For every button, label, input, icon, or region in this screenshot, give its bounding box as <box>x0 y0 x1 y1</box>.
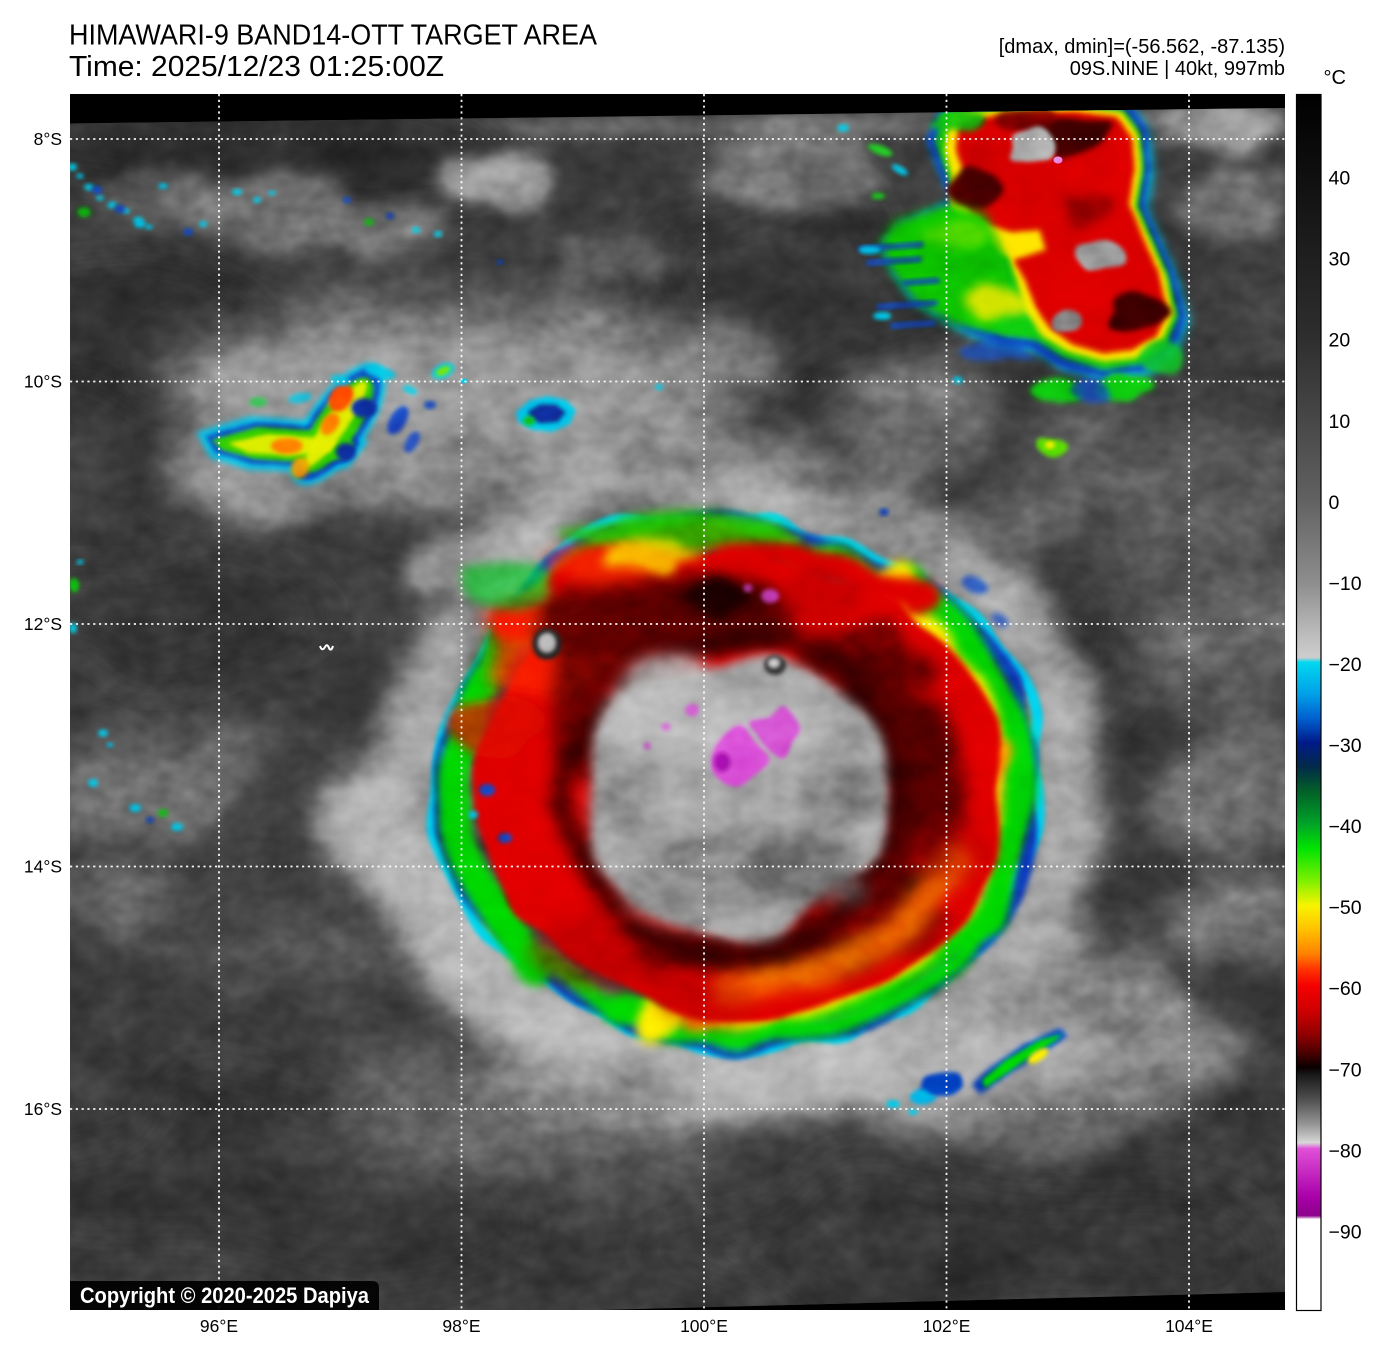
svg-text:96°E: 96°E <box>200 1316 238 1336</box>
svg-text:−20: −20 <box>1329 654 1362 676</box>
svg-text:−70: −70 <box>1329 1059 1362 1081</box>
svg-text:[dmax, dmin]=(-56.562, -87.135: [dmax, dmin]=(-56.562, -87.135) <box>999 36 1285 58</box>
svg-text:100°E: 100°E <box>680 1316 728 1336</box>
svg-text:8°S: 8°S <box>34 129 62 149</box>
svg-text:104°E: 104°E <box>1165 1316 1213 1336</box>
svg-text:10°S: 10°S <box>24 372 62 392</box>
svg-text:Copyright © 2020-2025 Dapiya: Copyright © 2020-2025 Dapiya <box>80 1283 369 1308</box>
svg-text:10: 10 <box>1329 411 1351 433</box>
svg-text:−80: −80 <box>1329 1140 1362 1162</box>
svg-text:HIMAWARI-9 BAND14-OTT TARGET A: HIMAWARI-9 BAND14-OTT TARGET AREA <box>69 20 598 52</box>
svg-text:09S.NINE | 40kt, 997mb: 09S.NINE | 40kt, 997mb <box>1070 58 1285 80</box>
svg-text:0: 0 <box>1329 492 1340 514</box>
svg-text:−30: −30 <box>1329 735 1362 757</box>
svg-text:−90: −90 <box>1329 1221 1362 1243</box>
svg-text:−60: −60 <box>1329 978 1362 1000</box>
svg-text:12°S: 12°S <box>24 614 62 634</box>
svg-text:−40: −40 <box>1329 816 1362 838</box>
svg-text:16°S: 16°S <box>24 1099 62 1119</box>
svg-text:30: 30 <box>1329 249 1351 271</box>
svg-text:98°E: 98°E <box>442 1316 480 1336</box>
svg-text:Time: 2025/12/23 01:25:00Z: Time: 2025/12/23 01:25:00Z <box>69 51 444 83</box>
svg-text:102°E: 102°E <box>923 1316 971 1336</box>
svg-text:40: 40 <box>1329 168 1351 190</box>
svg-text:°C: °C <box>1324 67 1346 89</box>
svg-text:20: 20 <box>1329 330 1351 352</box>
svg-text:−10: −10 <box>1329 573 1362 595</box>
svg-text:14°S: 14°S <box>24 857 62 877</box>
svg-text:−50: −50 <box>1329 897 1362 919</box>
